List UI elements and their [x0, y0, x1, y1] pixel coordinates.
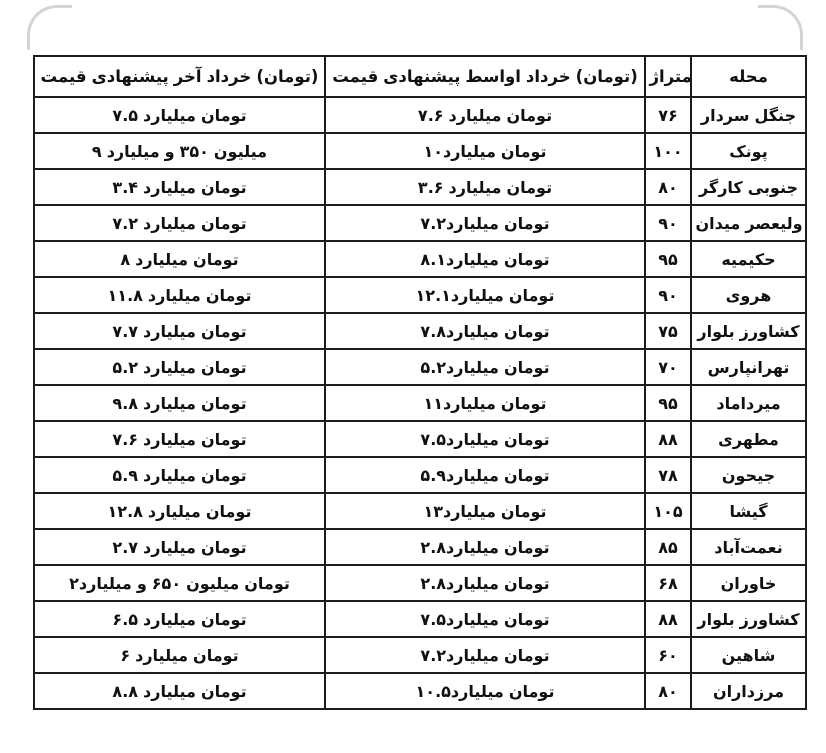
cell-neighborhood: بلوار کشاورز [690, 600, 807, 638]
table-row: نعمت‌آباد ۸۵ ۲.۸میلیارد تومان ۲.۷ میلیارد ت… [33, 528, 807, 566]
cell-price-mid: ۱۰میلیارد تومان [324, 132, 646, 170]
table-row: خاوران ۶۸ ۲.۸میلیارد تومان ۲میلیارد و ۶۵۰ می… [33, 564, 807, 602]
cell-area: ۷۶ [644, 96, 692, 134]
cell-area: ۸۸ [644, 420, 692, 458]
table-body: سردار جنگل ۷۶ ۷.۶ میلیارد تومان ۷.۵ میلیارد ت… [33, 96, 807, 710]
cell-neighborhood: هروی [690, 276, 807, 314]
cell-area: ۱۰۵ [644, 492, 692, 530]
cell-price-end: ۲میلیارد و ۶۵۰ میلیون تومان [33, 564, 326, 602]
cell-neighborhood: مرزداران [690, 672, 807, 710]
cell-area: ۱۰۰ [644, 132, 692, 170]
table-row: سردار جنگل ۷۶ ۷.۶ میلیارد تومان ۷.۵ میلیارد ت… [33, 96, 807, 134]
cell-price-end: ۹.۸ میلیارد تومان [33, 384, 326, 422]
cell-price-end: ۷.۶ میلیارد تومان [33, 420, 326, 458]
cell-neighborhood: تهرانپارس [690, 348, 807, 386]
cell-price-mid: ۸.۱میلیارد تومان [324, 240, 646, 278]
table-row: تهرانپارس ۷۰ ۵.۲میلیارد تومان ۵.۲ میلیارد ت… [33, 348, 807, 386]
header-row: محله متراژ قیمت پیشنهادی اواسط خرداد (تومان)… [33, 55, 807, 98]
cell-price-mid: ۷.۵میلیارد تومان [324, 420, 646, 458]
cell-price-mid: ۳.۶ میلیارد تومان [324, 168, 646, 206]
cell-area: ۹۵ [644, 384, 692, 422]
cell-price-end: ۸.۸ میلیارد تومان [33, 672, 326, 710]
cell-price-mid: ۷.۶ میلیارد تومان [324, 96, 646, 134]
cell-area: ۷۸ [644, 456, 692, 494]
cell-neighborhood: سردار جنگل [690, 96, 807, 134]
cell-price-end: ۵.۹ میلیارد تومان [33, 456, 326, 494]
cell-price-end: ۹ میلیارد و ۳۵۰ میلیون [33, 132, 326, 170]
cell-price-end: ۸ میلیارد تومان [33, 240, 326, 278]
cell-area: ۸۰ [644, 168, 692, 206]
cell-price-mid: ۱۱میلیارد تومان [324, 384, 646, 422]
table-row: شاهین ۶۰ ۷.۲میلیارد تومان ۶ میلیارد تومان [33, 636, 807, 674]
table-row: کارگر جنوبی ۸۰ ۳.۶ میلیارد تومان ۳.۴ میلیارد… [33, 168, 807, 206]
cell-price-end: ۶.۵ میلیارد تومان [33, 600, 326, 638]
cell-price-mid: ۵.۹میلیارد تومان [324, 456, 646, 494]
cell-neighborhood: خاوران [690, 564, 807, 602]
cell-area: ۹۵ [644, 240, 692, 278]
cell-price-mid: ۷.۸میلیارد تومان [324, 312, 646, 350]
price-table: محله متراژ قیمت پیشنهادی اواسط خرداد (تومان)… [33, 55, 807, 710]
cell-neighborhood: کارگر جنوبی [690, 168, 807, 206]
cell-price-end: ۲.۷ میلیارد تومان [33, 528, 326, 566]
cell-price-mid: ۵.۲میلیارد تومان [324, 348, 646, 386]
table-row: میرداماد ۹۵ ۱۱میلیارد تومان ۹.۸ میلیارد توم… [33, 384, 807, 422]
cell-price-mid: ۷.۲میلیارد تومان [324, 204, 646, 242]
cell-price-end: ۱۱.۸ میلیارد تومان [33, 276, 326, 314]
cell-neighborhood: میرداماد [690, 384, 807, 422]
cell-price-mid: ۷.۲میلیارد تومان [324, 636, 646, 674]
cell-price-mid: ۱۰.۵میلیارد تومان [324, 672, 646, 710]
table-row: مرزداران ۸۰ ۱۰.۵میلیارد تومان ۸.۸ میلیارد ت… [33, 672, 807, 710]
cell-area: ۸۸ [644, 600, 692, 638]
cell-price-mid: ۷.۵میلیارد تومان [324, 600, 646, 638]
cell-area: ۹۰ [644, 204, 692, 242]
col-header-neighborhood: محله [690, 55, 807, 98]
cell-price-mid: ۱۲.۱میلیارد تومان [324, 276, 646, 314]
table-row: جیحون ۷۸ ۵.۹میلیارد تومان ۵.۹ میلیارد تومان [33, 456, 807, 494]
cell-price-end: ۷.۷ میلیارد تومان [33, 312, 326, 350]
table-row: گیشا ۱۰۵ ۱۳میلیارد تومان ۱۲.۸ میلیارد تومان [33, 492, 807, 530]
cell-neighborhood: حکیمیه [690, 240, 807, 278]
cell-price-end: ۳.۴ میلیارد تومان [33, 168, 326, 206]
table-row: بلوار کشاورز ۷۵ ۷.۸میلیارد تومان ۷.۷ میلیار… [33, 312, 807, 350]
cell-area: ۸۰ [644, 672, 692, 710]
cell-neighborhood: جیحون [690, 456, 807, 494]
rounded-corner-top-left [27, 5, 72, 50]
cell-area: ۷۵ [644, 312, 692, 350]
cell-area: ۶۰ [644, 636, 692, 674]
cell-neighborhood: پونک [690, 132, 807, 170]
cell-neighborhood: بلوار کشاورز [690, 312, 807, 350]
cell-neighborhood: مطهری [690, 420, 807, 458]
cell-area: ۶۸ [644, 564, 692, 602]
table-row: حکیمیه ۹۵ ۸.۱میلیارد تومان ۸ میلیارد تومان [33, 240, 807, 278]
cell-neighborhood: میدان ولیعصر [690, 204, 807, 242]
cell-neighborhood: گیشا [690, 492, 807, 530]
table-row: مطهری ۸۸ ۷.۵میلیارد تومان ۷.۶ میلیارد تومان [33, 420, 807, 458]
cell-area: ۹۰ [644, 276, 692, 314]
cell-price-end: ۱۲.۸ میلیارد تومان [33, 492, 326, 530]
cell-price-mid: ۲.۸میلیارد تومان [324, 564, 646, 602]
cell-area: ۷۰ [644, 348, 692, 386]
table-row: میدان ولیعصر ۹۰ ۷.۲میلیارد تومان ۷.۲ میلیار… [33, 204, 807, 242]
cell-price-end: ۶ میلیارد تومان [33, 636, 326, 674]
table-row: بلوار کشاورز ۸۸ ۷.۵میلیارد تومان ۶.۵ میلیار… [33, 600, 807, 638]
cell-price-mid: ۲.۸میلیارد تومان [324, 528, 646, 566]
table-row: پونک ۱۰۰ ۱۰میلیارد تومان ۹ میلیارد و ۳۵۰ میلی… [33, 132, 807, 170]
col-header-price-mid: قیمت پیشنهادی اواسط خرداد (تومان) [324, 55, 646, 98]
cell-price-end: ۷.۲ میلیارد تومان [33, 204, 326, 242]
cell-area: ۸۵ [644, 528, 692, 566]
cell-price-end: ۵.۲ میلیارد تومان [33, 348, 326, 386]
col-header-area: متراژ [644, 55, 692, 98]
cell-price-mid: ۱۳میلیارد تومان [324, 492, 646, 530]
cell-neighborhood: شاهین [690, 636, 807, 674]
table-row: هروی ۹۰ ۱۲.۱میلیارد تومان ۱۱.۸ میلیارد توما… [33, 276, 807, 314]
cell-neighborhood: نعمت‌آباد [690, 528, 807, 566]
col-header-price-end: قیمت پیشنهادی آخر خرداد (تومان) [33, 55, 326, 98]
cell-price-end: ۷.۵ میلیارد تومان [33, 96, 326, 134]
rounded-corner-top-right [758, 5, 803, 50]
